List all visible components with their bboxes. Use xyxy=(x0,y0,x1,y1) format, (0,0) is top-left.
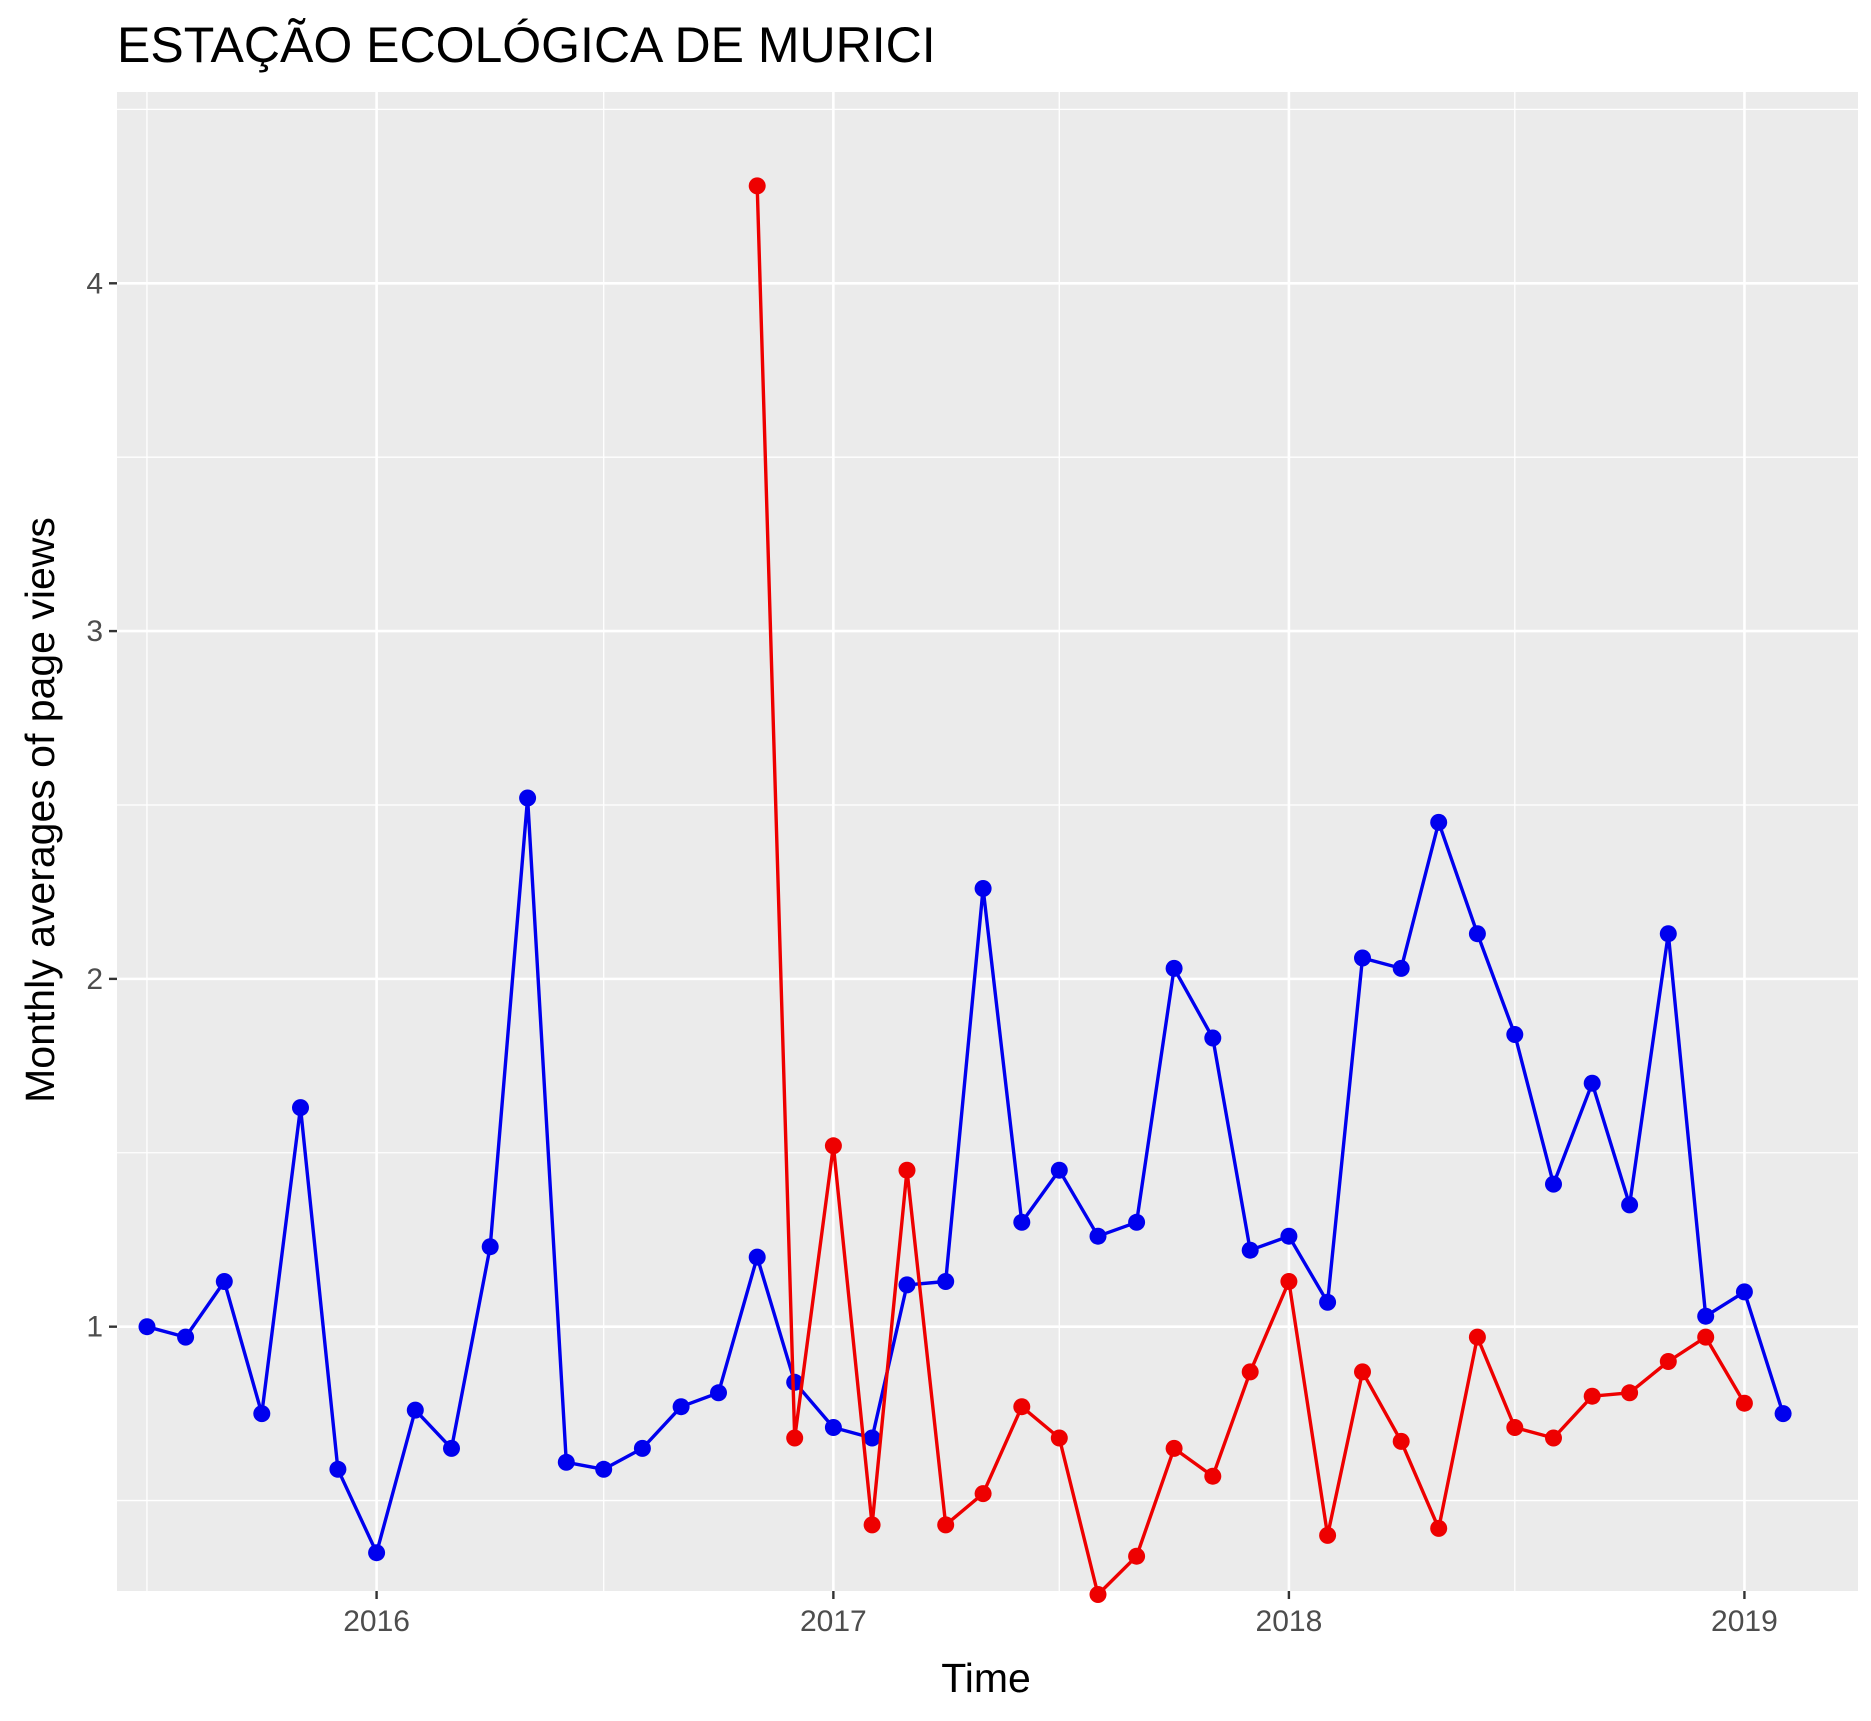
plot-panel xyxy=(117,92,1858,1591)
series-2 xyxy=(748,177,1753,1603)
data-point xyxy=(1128,1547,1146,1565)
data-point xyxy=(1621,1384,1639,1402)
data-point xyxy=(406,1401,424,1419)
data-point xyxy=(1354,1363,1371,1381)
data-point xyxy=(1165,1439,1183,1457)
data-point xyxy=(481,1238,499,1256)
data-point xyxy=(1468,925,1486,943)
data-point xyxy=(1774,1405,1792,1423)
data-point xyxy=(863,1516,881,1534)
data-point xyxy=(443,1439,460,1457)
series-1 xyxy=(138,789,1792,1562)
data-point xyxy=(1697,1307,1715,1325)
data-point xyxy=(1735,1394,1753,1412)
data-point xyxy=(519,789,537,807)
data-point xyxy=(1506,1026,1524,1043)
data-point xyxy=(1241,1241,1259,1259)
x-tick-label: 2017 xyxy=(800,1605,867,1638)
data-point xyxy=(672,1398,690,1416)
y-tick-label: 2 xyxy=(86,963,103,996)
data-point xyxy=(1280,1273,1298,1290)
data-point xyxy=(633,1439,651,1457)
data-point xyxy=(557,1453,575,1471)
data-point xyxy=(898,1161,916,1179)
data-point xyxy=(1128,1213,1146,1231)
data-point xyxy=(1583,1074,1601,1092)
y-tick-label: 4 xyxy=(86,267,103,300)
data-point xyxy=(1204,1467,1222,1485)
data-point xyxy=(710,1384,727,1402)
x-tick-label: 2018 xyxy=(1256,1605,1323,1638)
data-point xyxy=(1089,1227,1107,1245)
data-point xyxy=(863,1429,881,1447)
data-point xyxy=(1013,1213,1031,1231)
data-point xyxy=(937,1273,955,1290)
data-point xyxy=(1392,959,1410,977)
data-point xyxy=(1545,1175,1562,1193)
data-point xyxy=(1165,959,1183,977)
data-point xyxy=(786,1429,804,1447)
data-point xyxy=(595,1460,613,1478)
data-point xyxy=(1280,1227,1298,1245)
series-layer xyxy=(138,177,1792,1603)
y-tick-label: 1 xyxy=(86,1311,103,1344)
minor-gridlines xyxy=(117,92,1858,1591)
series-line xyxy=(146,796,1785,1555)
axis-ticks xyxy=(109,282,1746,1599)
data-point xyxy=(1241,1363,1259,1381)
data-point xyxy=(974,1485,992,1503)
data-point xyxy=(974,880,992,897)
y-axis-tick-labels: 1 2 3 4 xyxy=(86,267,103,1343)
data-point xyxy=(1659,925,1677,943)
x-tick-label: 2016 xyxy=(343,1605,410,1638)
y-tick-label: 3 xyxy=(86,615,103,648)
data-point xyxy=(1089,1586,1107,1603)
x-axis-tick-labels: 2016 2017 2018 2019 xyxy=(343,1605,1778,1638)
data-point xyxy=(1050,1429,1068,1447)
data-point xyxy=(138,1318,156,1336)
data-point xyxy=(1430,1519,1448,1537)
data-point xyxy=(937,1516,955,1534)
data-point xyxy=(1204,1029,1222,1047)
data-point xyxy=(253,1405,271,1423)
data-point xyxy=(215,1273,233,1290)
data-point xyxy=(1659,1353,1677,1370)
data-point xyxy=(1697,1328,1715,1346)
data-point xyxy=(1735,1283,1753,1301)
data-point xyxy=(329,1460,347,1478)
data-point xyxy=(1545,1429,1562,1447)
chart-title: ESTAÇÃO ECOLÓGICA DE MURICI xyxy=(117,17,936,73)
data-point xyxy=(1430,813,1448,831)
data-point xyxy=(1506,1419,1524,1436)
data-point xyxy=(292,1099,309,1117)
x-tick-label: 2019 xyxy=(1711,1605,1778,1638)
data-point xyxy=(748,177,766,195)
data-point xyxy=(1354,949,1371,967)
data-point xyxy=(1050,1161,1068,1179)
data-point xyxy=(1621,1196,1639,1214)
data-point xyxy=(368,1544,386,1562)
data-point xyxy=(177,1328,195,1346)
data-point xyxy=(748,1248,766,1266)
major-gridlines xyxy=(117,92,1858,1591)
data-point xyxy=(824,1137,842,1155)
x-axis-label: Time xyxy=(941,1655,1031,1701)
data-point xyxy=(898,1276,916,1294)
data-point xyxy=(1319,1526,1337,1544)
data-point xyxy=(1392,1432,1410,1450)
y-axis-label: Monthly averages of page views xyxy=(17,517,63,1103)
data-point xyxy=(824,1419,842,1436)
data-point xyxy=(1583,1387,1601,1405)
data-point xyxy=(1468,1328,1486,1346)
data-point xyxy=(1319,1293,1337,1311)
data-point xyxy=(1013,1398,1031,1416)
